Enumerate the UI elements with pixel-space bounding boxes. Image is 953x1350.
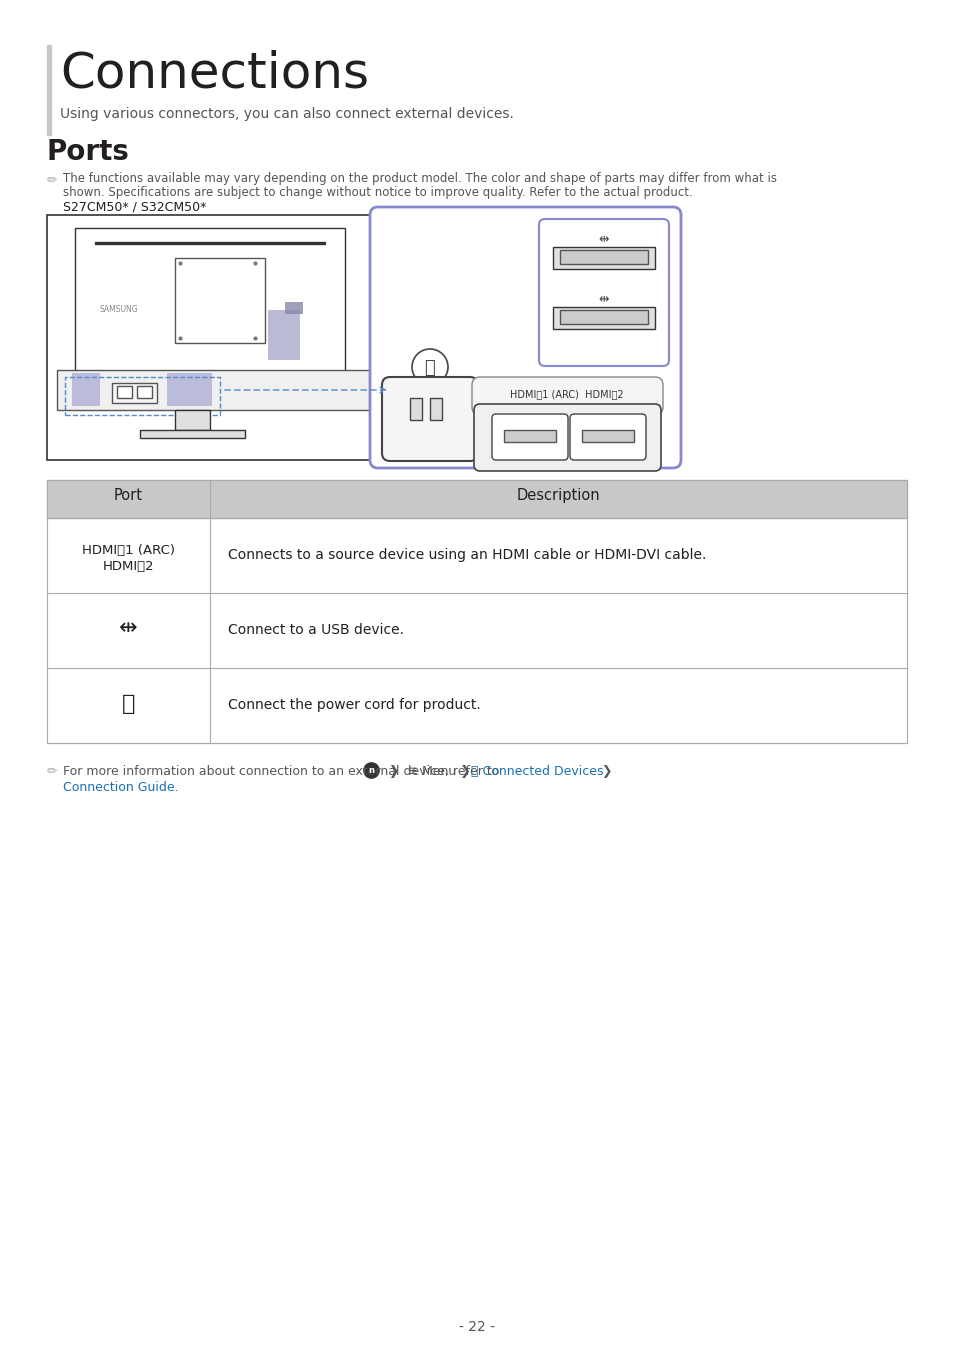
- Text: Using various connectors, you can also connect external devices.: Using various connectors, you can also c…: [60, 107, 514, 122]
- Text: ⇹: ⇹: [598, 232, 609, 244]
- Text: Connection Guide.: Connection Guide.: [63, 782, 178, 794]
- Text: HDMI⑮1 (ARC): HDMI⑮1 (ARC): [82, 544, 174, 556]
- Text: - 22 -: - 22 -: [458, 1320, 495, 1334]
- Text: ❯: ❯: [600, 765, 611, 778]
- Text: shown. Specifications are subject to change without notice to improve quality. R: shown. Specifications are subject to cha…: [63, 186, 692, 198]
- Bar: [581, 431, 634, 441]
- Bar: [47, 481, 906, 518]
- Bar: [553, 306, 655, 329]
- Text: HDMI⑮2: HDMI⑮2: [103, 559, 154, 572]
- Text: ✏: ✏: [47, 174, 57, 188]
- FancyBboxPatch shape: [538, 219, 668, 366]
- FancyBboxPatch shape: [492, 414, 567, 460]
- Bar: [410, 398, 421, 420]
- Text: For more information about connection to an external device, refer to: For more information about connection to…: [63, 765, 498, 778]
- Text: ✏: ✏: [47, 765, 57, 778]
- Text: SAMSUNG: SAMSUNG: [100, 305, 138, 315]
- Bar: [47, 45, 51, 135]
- FancyBboxPatch shape: [472, 377, 662, 414]
- Bar: [95, 242, 325, 244]
- Bar: [167, 373, 212, 406]
- Text: HDMI⑮1 (ARC)  HDMI⑮2: HDMI⑮1 (ARC) HDMI⑮2: [510, 389, 623, 400]
- FancyBboxPatch shape: [370, 207, 680, 468]
- Text: Port: Port: [113, 487, 143, 504]
- Text: n: n: [368, 765, 374, 775]
- Bar: [71, 373, 100, 406]
- Text: Ports: Ports: [47, 138, 130, 166]
- Bar: [174, 258, 265, 343]
- Bar: [47, 215, 387, 460]
- Bar: [553, 247, 655, 269]
- Bar: [137, 386, 152, 398]
- Text: The functions available may vary depending on the product model. The color and s: The functions available may vary dependi…: [63, 171, 776, 185]
- Text: ⎓: ⎓: [424, 359, 435, 377]
- Bar: [559, 310, 647, 324]
- Text: ⇹: ⇹: [119, 618, 137, 639]
- Text: Connect the power cord for product.: Connect the power cord for product.: [228, 698, 480, 711]
- FancyBboxPatch shape: [474, 404, 660, 471]
- Text: ❯  ≡ Menu ❯: ❯ ≡ Menu ❯: [385, 765, 470, 778]
- Text: Connects to a source device using an HDMI cable or HDMI-DVI cable.: Connects to a source device using an HDM…: [228, 548, 705, 562]
- FancyBboxPatch shape: [569, 414, 645, 460]
- Text: Description: Description: [517, 487, 599, 504]
- Text: ⇹: ⇹: [598, 292, 609, 305]
- Bar: [75, 228, 345, 383]
- Bar: [112, 383, 157, 404]
- Bar: [117, 386, 132, 398]
- Bar: [430, 398, 441, 420]
- Bar: [503, 431, 556, 441]
- Bar: [140, 431, 245, 437]
- Bar: [285, 302, 303, 315]
- Bar: [65, 377, 220, 414]
- Bar: [57, 370, 376, 410]
- Bar: [559, 250, 647, 265]
- Text: S27CM50* / S32CM50*: S27CM50* / S32CM50*: [63, 200, 206, 213]
- Text: ⎓: ⎓: [122, 694, 135, 714]
- Bar: [174, 410, 210, 431]
- Bar: [47, 481, 906, 742]
- Text: Connections: Connections: [60, 50, 369, 99]
- Text: 🔌 Connected Devices: 🔌 Connected Devices: [471, 765, 603, 778]
- Bar: [268, 310, 299, 360]
- Circle shape: [412, 350, 448, 385]
- Text: Connect to a USB device.: Connect to a USB device.: [228, 622, 403, 636]
- FancyBboxPatch shape: [381, 377, 477, 460]
